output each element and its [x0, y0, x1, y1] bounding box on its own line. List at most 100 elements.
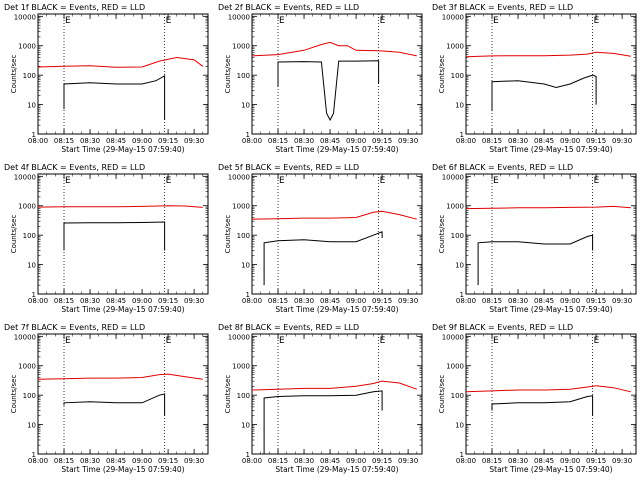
x-tick-label: 09:30 [398, 137, 418, 145]
x-tick-label: 09:00 [346, 137, 366, 145]
x-tick-label: 08:45 [320, 297, 340, 305]
chart-title: Det 2f BLACK = Events, RED = LLD [218, 3, 359, 12]
y-tick-label: 1000 [446, 203, 464, 211]
events-series-line [277, 60, 380, 122]
y-tick-label: 1000 [446, 363, 464, 371]
x-tick-label: 08:45 [534, 137, 554, 145]
interval-marker-label: E [380, 176, 386, 186]
y-tick-label: 100 [237, 232, 250, 240]
interval-marker-label: E [594, 176, 600, 186]
chart-title: Det 1f BLACK = Events, RED = LLD [4, 3, 145, 12]
x-tick-label: 09:30 [184, 297, 204, 305]
chart-panel: Det 4f BLACK = Events, RED = LLD 1 10 100 10… [4, 163, 209, 314]
chart-panel: Det 5f BLACK = Events, RED = LLD 1 10 100 10… [218, 163, 423, 314]
y-tick-label: 1 [246, 451, 250, 459]
chart-panel: Det 1f BLACK = Events, RED = LLD 1 10 100 10… [4, 3, 209, 154]
x-axis-label: Start Time (29-May-15 07:59:40) [489, 145, 612, 154]
x-tick-label: 08:15 [268, 137, 288, 145]
plot-frame [465, 173, 637, 295]
lld-series-line [251, 380, 417, 391]
y-tick-label: 10 [455, 262, 464, 270]
y-axis-label: Counts/sec [438, 375, 446, 414]
x-tick-label: 08:30 [294, 457, 314, 465]
interval-marker-label: E [65, 176, 71, 186]
x-tick-label: 08:45 [320, 457, 340, 465]
x-tick-label: 08:30 [294, 297, 314, 305]
y-tick-label: 1 [246, 131, 250, 139]
y-tick-label: 10000 [442, 173, 464, 181]
x-tick-label: 09:15 [372, 297, 392, 305]
y-tick-label: 10000 [442, 13, 464, 21]
x-tick-label: 09:00 [560, 297, 580, 305]
x-tick-label: 08:15 [54, 297, 74, 305]
interval-marker-label: E [65, 336, 71, 346]
lld-series-line [465, 205, 631, 210]
x-tick-label: 08:00 [242, 137, 262, 145]
y-tick-label: 1 [246, 291, 250, 299]
x-tick-label: 09:00 [560, 137, 580, 145]
y-axis-label: Counts/sec [438, 215, 446, 254]
interval-marker-label: E [279, 16, 285, 26]
interval-marker-label: E [493, 16, 499, 26]
x-tick-label: 08:30 [294, 137, 314, 145]
y-tick-label: 10000 [228, 173, 250, 181]
y-axis-label: Counts/sec [10, 55, 18, 94]
y-tick-label: 10000 [442, 333, 464, 341]
y-tick-label: 1000 [232, 43, 250, 51]
y-tick-label: 100 [23, 232, 36, 240]
interval-marker-label: E [594, 336, 600, 346]
x-tick-label: 08:45 [320, 137, 340, 145]
plot-frame [251, 13, 423, 135]
x-tick-label: 08:00 [456, 137, 476, 145]
y-tick-label: 1 [460, 451, 464, 459]
y-axis-label: Counts/sec [224, 375, 232, 414]
y-tick-label: 100 [451, 232, 464, 240]
chart-panel: Det 8f BLACK = Events, RED = LLD 1 10 100 10… [218, 323, 423, 474]
y-axis-label: Counts/sec [438, 55, 446, 94]
x-tick-label: 08:00 [28, 457, 48, 465]
x-tick-label: 08:30 [80, 137, 100, 145]
y-tick-label: 1 [32, 131, 36, 139]
chart-title: Det 3f BLACK = Events, RED = LLD [432, 3, 573, 12]
x-tick-label: 09:30 [184, 457, 204, 465]
y-tick-label: 10000 [228, 333, 250, 341]
y-tick-label: 10 [241, 102, 250, 110]
x-axis-label: Start Time (29-May-15 07:59:40) [489, 305, 612, 314]
x-tick-label: 09:00 [560, 457, 580, 465]
x-tick-label: 08:00 [456, 457, 476, 465]
lld-series-line [37, 373, 203, 380]
lld-series-line [251, 210, 417, 220]
interval-marker-label: E [380, 16, 386, 26]
y-tick-label: 100 [237, 72, 250, 80]
events-series-line [63, 393, 166, 416]
plot-frame [251, 173, 423, 295]
y-tick-label: 10000 [14, 333, 36, 341]
y-tick-label: 1000 [18, 363, 36, 371]
interval-marker-label: E [380, 336, 386, 346]
x-tick-label: 08:15 [482, 457, 502, 465]
y-tick-label: 10 [241, 422, 250, 430]
events-series-line [263, 390, 383, 454]
x-tick-label: 08:00 [242, 297, 262, 305]
x-tick-label: 09:00 [132, 297, 152, 305]
chart-title: Det 9f BLACK = Events, RED = LLD [432, 323, 573, 332]
x-tick-label: 08:00 [456, 297, 476, 305]
y-tick-label: 1000 [446, 43, 464, 51]
y-tick-label: 10000 [228, 13, 250, 21]
y-tick-label: 10000 [14, 173, 36, 181]
plot-frame [465, 333, 637, 455]
y-tick-label: 10 [27, 102, 36, 110]
x-tick-label: 09:00 [132, 457, 152, 465]
x-axis-label: Start Time (29-May-15 07:59:40) [275, 305, 398, 314]
x-tick-label: 08:00 [28, 297, 48, 305]
x-tick-label: 08:30 [508, 137, 528, 145]
x-tick-label: 08:15 [482, 297, 502, 305]
y-tick-label: 10 [241, 262, 250, 270]
x-tick-label: 08:45 [534, 457, 554, 465]
x-tick-label: 09:30 [612, 297, 632, 305]
y-tick-label: 1000 [18, 203, 36, 211]
events-series-line [63, 74, 166, 120]
plot-frame [37, 13, 209, 135]
chart-title: Det 8f BLACK = Events, RED = LLD [218, 323, 359, 332]
